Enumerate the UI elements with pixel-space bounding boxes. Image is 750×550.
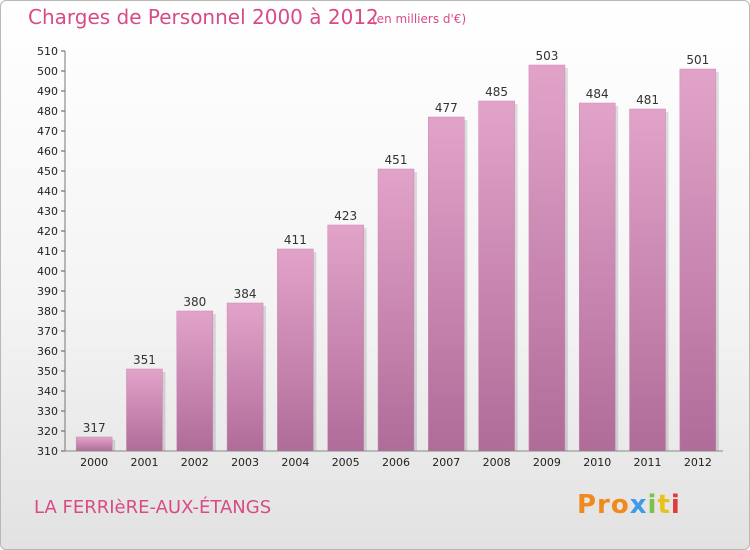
bar-2007: [428, 116, 465, 452]
bar-2003: [226, 302, 264, 452]
data-label-2004: 411: [284, 233, 307, 247]
x-tick-label-2004: 2004: [281, 456, 309, 469]
y-tick-label: 400: [37, 265, 58, 278]
data-label-2001: 351: [133, 353, 156, 367]
y-tick-label: 360: [37, 345, 58, 358]
bar-2002: [176, 310, 214, 452]
y-tick-label: 330: [37, 405, 58, 418]
y-tick-label: 380: [37, 305, 58, 318]
bar-2005: [327, 224, 364, 452]
proxiti-logo: Proxiti: [577, 490, 681, 520]
y-tick-label: 450: [37, 165, 58, 178]
logo-part-2: x: [629, 490, 648, 520]
y-tick-label: 350: [37, 365, 58, 378]
chart-title: Charges de Personnel 2000 à 2012: [28, 5, 379, 29]
y-tick-label: 440: [37, 185, 58, 198]
y-tick-label: 370: [37, 325, 58, 338]
y-tick-label: 420: [37, 225, 58, 238]
data-label-2009: 503: [535, 49, 558, 63]
x-tick-label-2007: 2007: [432, 456, 460, 469]
data-label-2002: 380: [183, 295, 206, 309]
data-label-2010: 484: [586, 87, 609, 101]
y-tick-label: 500: [37, 65, 58, 78]
logo-part-1: Pro: [577, 490, 630, 520]
y-tick-label: 490: [37, 85, 58, 98]
y-tick-label: 310: [37, 445, 58, 458]
data-label-2008: 485: [485, 85, 508, 99]
bar-2009: [528, 64, 566, 452]
logo-part-4: t: [657, 490, 671, 520]
bar-2004: [277, 248, 314, 452]
logo-part-5: i: [670, 490, 681, 520]
y-tick-label: 390: [37, 285, 58, 298]
x-tick-label-2011: 2011: [634, 456, 662, 469]
data-label-2007: 477: [435, 101, 458, 115]
bar-2006: [377, 168, 415, 452]
x-tick-label-2008: 2008: [483, 456, 511, 469]
bar-2010: [578, 102, 616, 452]
data-label-2000: 317: [83, 421, 106, 435]
data-label-2011: 481: [636, 93, 659, 107]
bar-2001: [126, 368, 163, 452]
x-tick-label-2000: 2000: [80, 456, 108, 469]
bar-2011: [629, 108, 666, 452]
y-tick-label: 340: [37, 385, 58, 398]
x-tick-label-2002: 2002: [181, 456, 209, 469]
y-tick-label: 510: [37, 45, 58, 58]
x-tick-label-2012: 2012: [684, 456, 712, 469]
x-tick-label-2005: 2005: [332, 456, 360, 469]
y-tick-label: 430: [37, 205, 58, 218]
x-tick-label-2010: 2010: [583, 456, 611, 469]
x-tick-label-2001: 2001: [130, 456, 158, 469]
x-tick-label-2003: 2003: [231, 456, 259, 469]
data-label-2012: 501: [686, 53, 709, 67]
data-label-2003: 384: [234, 287, 257, 301]
bar-2012: [679, 68, 717, 452]
data-label-2005: 423: [334, 209, 357, 223]
bars: 317 351 380 384 411 423 451 477 485 503 484 481 501: [75, 49, 719, 452]
x-tick-label-2009: 2009: [533, 456, 561, 469]
commune-name: LA FERRIèRE-AUX-ÉTANGS: [34, 497, 272, 518]
y-tick-label: 320: [37, 425, 58, 438]
y-tick-label: 470: [37, 125, 58, 138]
data-label-2006: 451: [385, 153, 408, 167]
y-tick-label: 410: [37, 245, 58, 258]
bar-2008: [478, 100, 515, 452]
y-tick-label: 460: [37, 145, 58, 158]
y-tick-label: 480: [37, 105, 58, 118]
x-axis: 2000 2001 2002 2003 2004 2005 2006 2007 2008 2009…: [65, 450, 723, 469]
bar-2000: [75, 436, 113, 452]
chart-subtitle: (en milliers d'€): [372, 12, 467, 26]
x-tick-label-2006: 2006: [382, 456, 410, 469]
y-axis: 310 320 330 340 350 360 370 380 390 400 410 420 430 4…: [37, 45, 66, 458]
logo-part-3: i: [647, 490, 658, 520]
